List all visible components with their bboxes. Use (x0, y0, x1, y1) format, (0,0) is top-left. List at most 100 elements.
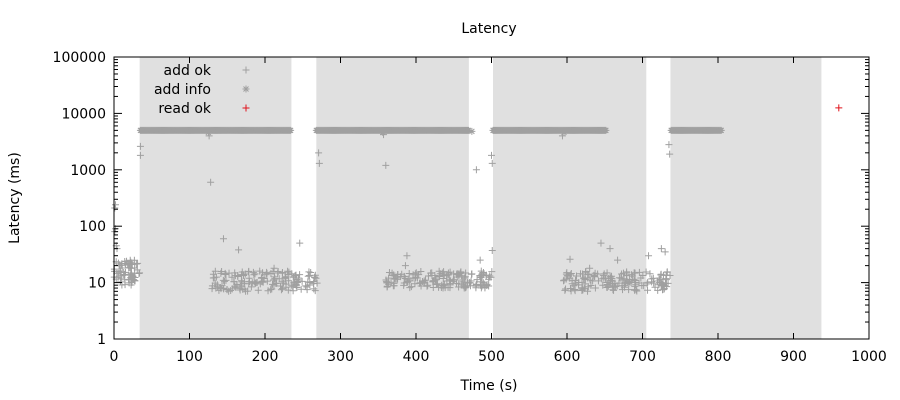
data-point (278, 269, 286, 277)
data-point (404, 275, 412, 283)
data-point (486, 272, 494, 280)
data-point (313, 279, 321, 287)
data-point (614, 256, 622, 264)
legend: add ok add info read ok (154, 63, 250, 117)
data-point (457, 268, 465, 276)
data-point (654, 286, 662, 294)
data-point (413, 274, 421, 282)
data-point (288, 270, 296, 278)
data-point (302, 282, 310, 290)
data-point (287, 281, 295, 289)
data-point (627, 278, 635, 286)
data-point (575, 281, 583, 289)
data-point (485, 282, 493, 290)
data-point (573, 272, 581, 280)
data-point (562, 285, 570, 293)
data-point (277, 282, 285, 290)
data-point (602, 126, 610, 134)
data-point (468, 270, 476, 278)
data-point (382, 161, 390, 169)
data-point (455, 271, 463, 279)
data-point (387, 278, 395, 286)
y-tick-label: 10000 (61, 106, 106, 122)
data-point (606, 245, 614, 253)
data-point (472, 166, 480, 174)
data-point (213, 283, 221, 291)
data-point (420, 277, 428, 285)
shaded-interval (493, 57, 647, 339)
shaded-intervals (139, 57, 822, 339)
data-point (658, 286, 666, 294)
data-point (230, 278, 238, 286)
data-point (136, 151, 144, 159)
x-tick-label: 400 (403, 349, 430, 365)
data-point (473, 276, 481, 284)
data-point (242, 66, 250, 74)
data-point (656, 277, 664, 285)
data-point (637, 274, 645, 282)
x-tick-label: 300 (327, 349, 354, 365)
data-point (635, 268, 643, 276)
data-point (297, 285, 305, 293)
data-point (488, 268, 496, 276)
data-point (476, 272, 484, 280)
data-point (584, 287, 592, 295)
data-point (117, 268, 125, 276)
data-point (460, 284, 468, 292)
data-point (620, 269, 628, 277)
data-point (591, 284, 599, 292)
legend-label: add info (154, 82, 211, 98)
shaded-interval (139, 57, 292, 339)
data-point (284, 286, 292, 294)
data-point (638, 282, 646, 290)
data-point (663, 283, 671, 291)
data-point (405, 269, 413, 277)
data-point (293, 278, 301, 286)
data-point (488, 159, 496, 167)
data-point (284, 270, 292, 278)
data-point (603, 278, 611, 286)
data-point (245, 268, 253, 276)
data-point (315, 159, 323, 167)
data-point (628, 272, 636, 280)
data-point (248, 279, 256, 287)
data-point (424, 281, 432, 289)
data-point (624, 278, 632, 286)
data-point (444, 271, 452, 279)
series-add-ok (110, 131, 674, 295)
data-point (628, 271, 636, 279)
data-point (661, 248, 669, 256)
data-point (561, 286, 569, 294)
data-point (461, 274, 469, 282)
data-point (407, 283, 415, 291)
data-point (242, 85, 250, 93)
shaded-interval (316, 57, 469, 339)
data-point (664, 279, 672, 287)
data-point (235, 246, 243, 254)
data-point (130, 256, 138, 264)
data-point (598, 275, 606, 283)
x-tick-label: 900 (780, 349, 807, 365)
data-point (835, 104, 843, 112)
data-point (279, 279, 287, 287)
data-point (478, 282, 486, 290)
data-point (307, 268, 315, 276)
data-point (436, 270, 444, 278)
data-point (277, 286, 285, 294)
x-tick-label: 500 (478, 349, 505, 365)
x-tick-label: 100 (176, 349, 203, 365)
x-axis-label: Time (s) (460, 378, 518, 394)
data-point (443, 272, 451, 280)
data-point (472, 281, 480, 289)
data-point (585, 270, 593, 278)
data-point (127, 270, 135, 278)
y-tick-label: 1000 (70, 163, 106, 179)
data-point (446, 276, 454, 284)
data-point (657, 271, 665, 279)
data-point (311, 271, 319, 279)
data-point (383, 283, 391, 291)
data-point (625, 286, 633, 294)
data-point (295, 276, 303, 284)
data-point (268, 285, 276, 293)
